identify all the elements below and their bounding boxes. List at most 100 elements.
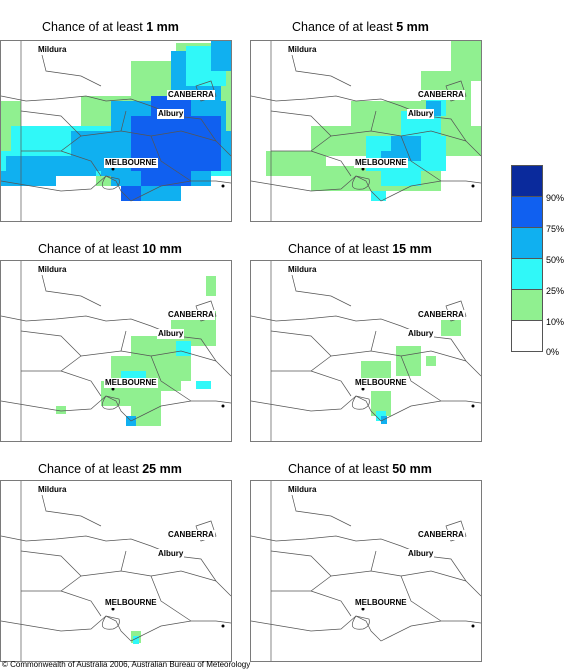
boundary-line [351,395,370,410]
map-canvas [1,481,231,661]
rain-probability-cell [196,381,211,389]
boundary-line [251,395,481,422]
legend-swatch-0 [511,320,543,352]
boundary-line [101,615,120,630]
city-dot [111,607,115,611]
legend-label-10: 10% [546,317,565,327]
copyright-footer: © Commonwealth of Australia 2006, Austra… [2,660,251,669]
rain-probability-cell [381,166,421,186]
map-canvas [1,261,231,441]
panel-title-prefix: Chance of at least [42,20,147,34]
panel-title-amount: 15 mm [392,242,432,256]
boundary-line [40,270,102,307]
rain-probability-cell [56,406,66,414]
rain-probability-cell [371,391,391,416]
place-label-albury: Albury [157,109,185,119]
panel-title-50mm: Chance of at least 50 mm [288,462,432,476]
boundary-line [60,370,102,397]
place-label-canberra: CANBERRA [417,310,465,320]
boundary-line [120,550,127,572]
boundary-line [351,615,370,630]
rain-probability-cell [133,636,139,644]
panel-title-prefix: Chance of at least [288,242,393,256]
city-dot [221,184,225,188]
rain-probability-cell [161,371,181,391]
panel-title-25mm: Chance of at least 25 mm [38,462,182,476]
boundary-line [370,110,377,132]
boundary-line [1,315,231,377]
boundary-line [1,535,231,597]
boundary-line [60,590,102,617]
rain-probability-cell [121,186,141,201]
panel-title-amount: 25 mm [142,462,182,476]
map-panel-15mm: Mildura CANBERRA Albury MELBOURNE [250,260,482,442]
legend-label-50: 50% [546,255,565,265]
boundary-line [40,50,102,87]
map-panel-5mm: Mildura CANBERRA Albury MELBOURNE [250,40,482,222]
place-label-melbourne: MELBOURNE [354,158,408,168]
city-dot [471,184,475,188]
place-label-melbourne: MELBOURNE [354,598,408,608]
rain-probability-cell [426,356,436,366]
legend-label-90: 90% [546,193,565,203]
panel-title-amount: 10 mm [142,242,182,256]
place-label-mildura: Mildura [287,265,318,275]
city-dot [221,404,225,408]
panel-title-prefix: Chance of at least [288,462,393,476]
boundary-line [370,550,377,572]
rain-probability-cell [141,166,191,186]
panel-title-1mm: Chance of at least 1 mm [42,20,179,34]
legend-swatch-90 [511,165,543,196]
map-canvas [251,41,481,221]
boundary-line [101,395,120,410]
city-dot [471,624,475,628]
city-dot [221,624,225,628]
boundary-line [310,590,352,617]
place-label-albury: Albury [407,109,435,119]
place-label-canberra: CANBERRA [167,310,215,320]
boundary-line [400,570,467,582]
boundary-line [150,570,217,582]
boundary-line [1,95,231,157]
place-label-albury: Albury [407,329,435,339]
boundary-line [290,270,352,307]
boundary-line [150,350,217,362]
city-dot [111,167,115,171]
panel-title-15mm: Chance of at least 15 mm [288,242,432,256]
boundary-line [101,175,120,190]
legend-swatch-25 [511,258,543,289]
legend-label-75: 75% [546,224,565,234]
map-canvas [251,481,481,661]
rain-probability-cell [206,276,216,296]
boundary-line [1,615,231,642]
boundary-line [60,150,102,177]
rain-probability-cell [371,191,386,201]
place-label-canberra: CANBERRA [167,90,215,100]
place-label-melbourne: MELBOURNE [104,598,158,608]
legend-label-0: 0% [546,347,560,357]
city-dot [361,607,365,611]
legend-label-25: 25% [546,286,565,296]
boundary-line [20,330,82,372]
map-canvas [251,261,481,441]
boundary-line [251,95,481,157]
rain-probability-cell [396,346,421,376]
place-label-albury: Albury [407,549,435,559]
panel-title-amount: 5 mm [396,20,429,34]
place-label-canberra: CANBERRA [417,90,465,100]
place-label-canberra: CANBERRA [417,530,465,540]
boundary-line [150,130,217,142]
boundary-line [310,370,352,397]
legend-swatch-50 [511,227,543,258]
boundary-line [120,110,127,132]
boundary-line [40,490,102,527]
panel-title-prefix: Chance of at least [38,242,143,256]
place-label-melbourne: MELBOURNE [104,378,158,388]
panel-title-amount: 50 mm [392,462,432,476]
map-panel-25mm: Mildura CANBERRA Albury MELBOURNE [0,480,232,662]
panel-title-5mm: Chance of at least 5 mm [292,20,429,34]
boundary-line [20,550,82,592]
boundary-line [290,50,352,87]
place-label-mildura: Mildura [37,265,68,275]
panel-title-prefix: Chance of at least [292,20,397,34]
